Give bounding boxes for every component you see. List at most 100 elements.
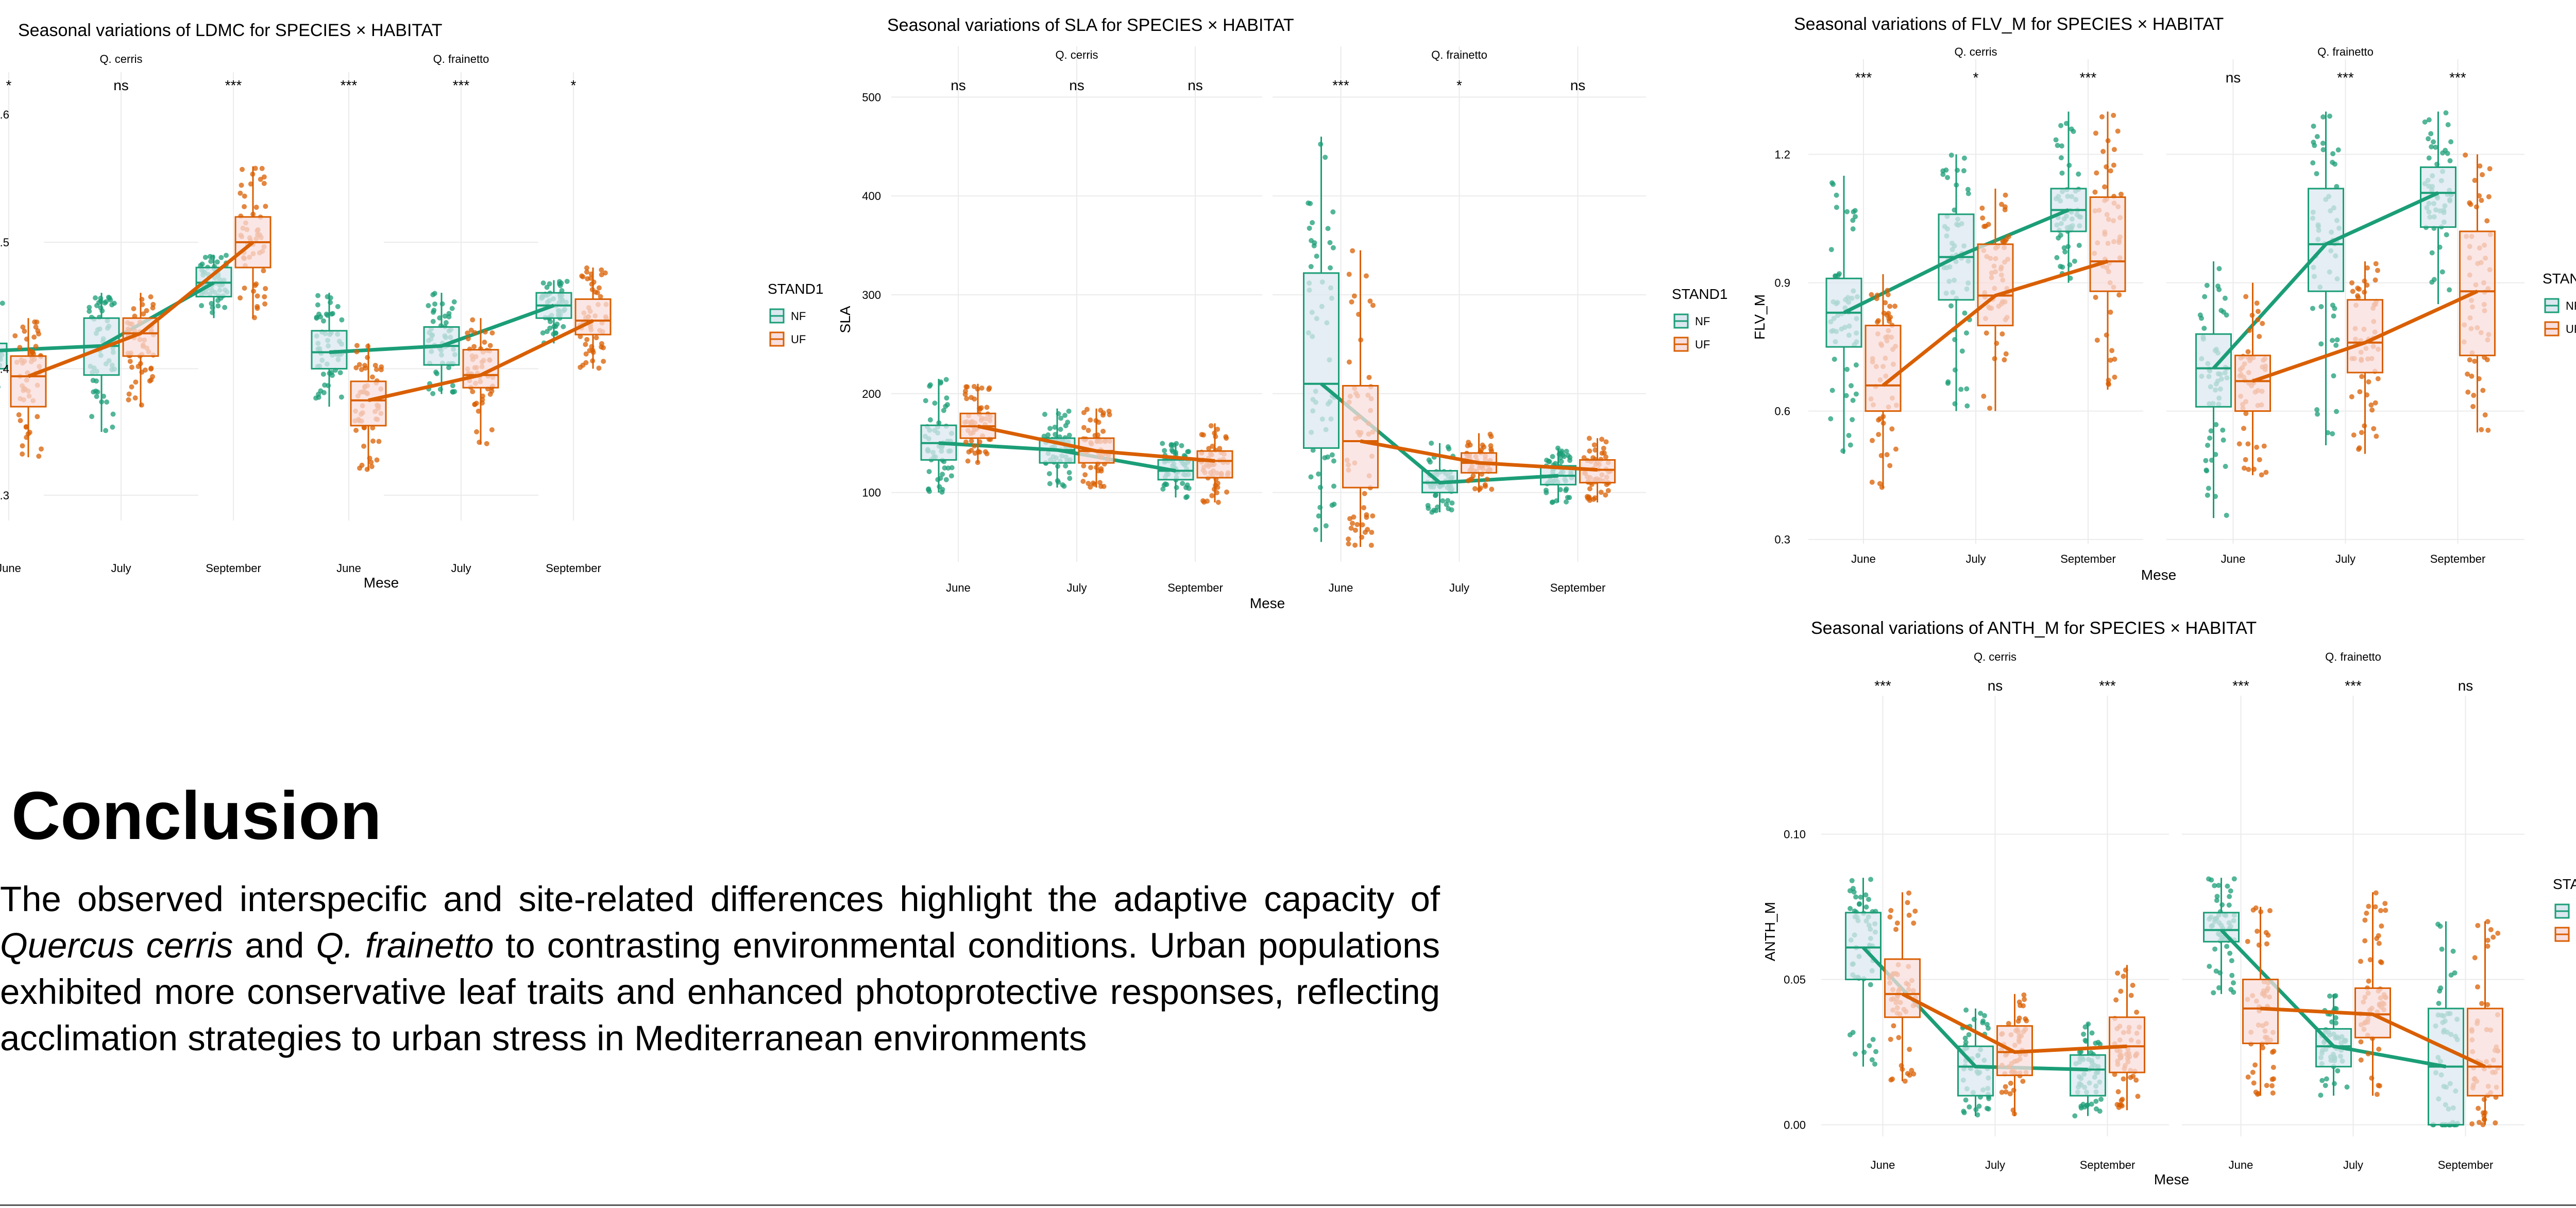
- data-point: [1308, 474, 1314, 480]
- data-point: [215, 303, 221, 309]
- data-point: [470, 317, 476, 323]
- data-point: [430, 391, 436, 396]
- x-tick-label: June: [1871, 1159, 1895, 1171]
- data-point: [2253, 905, 2259, 911]
- data-point: [2479, 427, 2484, 432]
- data-point: [465, 336, 471, 342]
- data-point: [1346, 272, 1352, 277]
- data-point: [1081, 463, 1087, 469]
- data-point: [127, 359, 133, 364]
- data-point: [2330, 431, 2335, 437]
- data-point: [2115, 970, 2121, 976]
- series-uf: [2242, 890, 2503, 1128]
- data-point: [359, 366, 364, 372]
- data-point: [2121, 1076, 2126, 1082]
- data-point: [1445, 444, 1451, 449]
- data-point: [2450, 948, 2456, 954]
- data-point: [547, 281, 552, 287]
- data-point: [1352, 527, 1358, 533]
- data-point: [2269, 1083, 2275, 1088]
- data-point: [2202, 294, 2208, 299]
- legend-label: NF: [2566, 299, 2576, 312]
- data-point: [2376, 1046, 2382, 1052]
- significance-label: ***: [225, 77, 242, 93]
- data-point: [2111, 112, 2116, 118]
- data-point: [925, 487, 931, 493]
- data-point: [1066, 469, 1072, 475]
- data-point: [1869, 292, 1874, 297]
- data-point: [1082, 472, 1088, 478]
- y-tick-label: .5: [0, 236, 9, 249]
- data-point: [2467, 357, 2472, 363]
- data-point: [1564, 486, 1569, 492]
- data-point: [144, 308, 149, 313]
- data-point: [1911, 920, 1917, 926]
- data-point: [430, 309, 436, 315]
- data-point: [1885, 288, 1890, 293]
- data-point: [2362, 938, 2368, 944]
- data-point: [1887, 914, 1893, 920]
- trend-line-uf: [1882, 259, 2109, 387]
- data-point: [1350, 248, 1355, 254]
- box-uf: [2234, 355, 2271, 412]
- data-point: [1584, 494, 1590, 499]
- data-point: [39, 446, 44, 452]
- data-point: [2207, 964, 2212, 969]
- data-point: [1857, 901, 1862, 907]
- box-nf: [1845, 912, 1882, 981]
- data-point: [1896, 1035, 1902, 1041]
- data-point: [1361, 505, 1367, 511]
- data-point: [1870, 438, 1875, 443]
- data-point: [2422, 119, 2428, 125]
- data-point: [12, 333, 18, 339]
- data-point: [2076, 171, 2081, 177]
- data-point: [2465, 389, 2471, 395]
- data-point: [2254, 444, 2260, 450]
- data-point: [564, 278, 570, 284]
- data-point: [320, 372, 326, 377]
- data-point: [482, 340, 487, 345]
- data-point: [126, 391, 132, 397]
- trend-line-nf: [1843, 208, 2070, 314]
- data-point: [965, 458, 971, 464]
- data-point: [2481, 1117, 2487, 1122]
- data-point: [1886, 311, 1891, 316]
- data-point: [378, 367, 384, 373]
- data-point: [354, 343, 360, 348]
- data-point: [1829, 388, 1835, 393]
- data-point: [2495, 930, 2501, 936]
- legend: STAND1 NF UF: [2543, 271, 2576, 337]
- data-point: [2222, 295, 2228, 301]
- y-tick-label: 300: [862, 289, 881, 301]
- data-point: [1834, 192, 1839, 198]
- data-point: [1853, 214, 1858, 220]
- data-point: [2443, 147, 2448, 153]
- data-point: [322, 382, 328, 388]
- significance-label: ***: [453, 77, 470, 93]
- data-point: [2482, 412, 2488, 418]
- significance-label: ns: [2458, 678, 2473, 694]
- data-point: [1883, 300, 1888, 306]
- data-point: [451, 299, 457, 305]
- data-point: [1963, 1097, 1969, 1103]
- data-point: [2227, 950, 2233, 956]
- data-point: [2333, 1015, 2338, 1020]
- data-point: [2358, 1039, 2364, 1045]
- data-point: [1208, 423, 1214, 429]
- data-point: [1100, 410, 1106, 416]
- data-point: [1328, 265, 1333, 271]
- data-point: [369, 374, 375, 380]
- data-point: [2003, 351, 2009, 357]
- data-point: [261, 174, 267, 180]
- x-tick-label: September: [546, 562, 601, 575]
- data-point: [2003, 1084, 2008, 1089]
- data-point: [1999, 1089, 2005, 1095]
- data-point: [1905, 900, 1910, 905]
- data-point: [1061, 483, 1067, 489]
- data-point: [2372, 277, 2378, 283]
- data-point: [2058, 123, 2064, 128]
- data-point: [148, 294, 154, 299]
- data-point: [2216, 287, 2222, 292]
- data-point: [353, 427, 359, 433]
- conclusion-text-part-2: and: [233, 926, 316, 965]
